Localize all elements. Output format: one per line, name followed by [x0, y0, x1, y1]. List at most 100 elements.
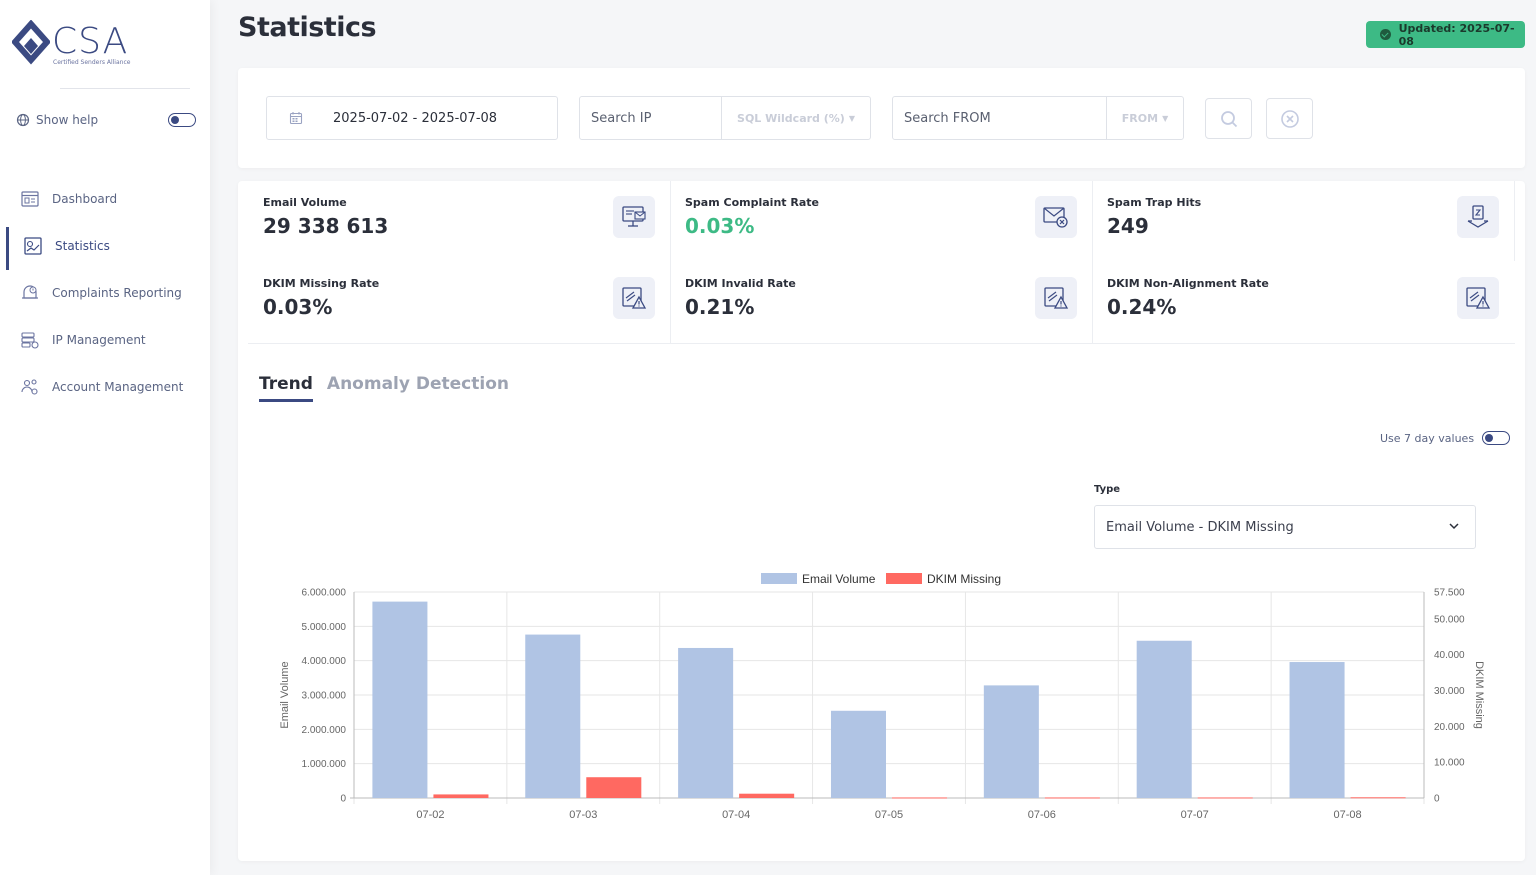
show-help-row: Show help: [16, 110, 196, 130]
sidebar-item-account-management[interactable]: Account Management: [0, 363, 210, 410]
y2-axis-label: DKIM Missing: [1473, 661, 1485, 729]
close-circle-icon: [1280, 109, 1299, 128]
statistics-icon: [24, 236, 42, 255]
y2-tick-label: 40.000: [1434, 650, 1465, 661]
caret-down-icon: ▼: [848, 113, 855, 123]
metric-label: DKIM Missing Rate: [263, 277, 380, 290]
show-help-label: Show help: [36, 113, 99, 127]
metric-label: Spam Trap Hits: [1107, 196, 1202, 209]
x-tick-label: 07-04: [722, 809, 750, 821]
bar-email-volume: [678, 647, 734, 798]
y2-tick-label: 0: [1434, 794, 1440, 805]
metric-divider: [670, 181, 671, 343]
date-range-value: 2025-07-02 - 2025-07-08: [333, 110, 498, 126]
metric-dkim-missing-rate: DKIM Missing Rate 0.03%: [238, 262, 660, 342]
y-tick-label: 6.000.000: [302, 588, 347, 599]
metric-value: 0.24%: [1107, 295, 1177, 319]
bar-email-volume: [525, 634, 581, 798]
bar-dkim-missing: [586, 777, 642, 798]
date-range-picker[interactable]: 2025-07-02 - 2025-07-08: [266, 96, 558, 140]
csa-logo[interactable]: CSA Certified Senders Alliance: [12, 20, 192, 72]
metric-label: Spam Complaint Rate: [685, 196, 819, 209]
dkim-warning-icon: [1457, 277, 1499, 319]
main-card: Email Volume 29 338 613 Spam Complaint R…: [238, 181, 1525, 861]
x-tick-label: 07-07: [1181, 809, 1209, 821]
sidebar-item-ip-management[interactable]: IP Management: [0, 316, 210, 363]
x-tick-label: 07-03: [569, 809, 597, 821]
tab-anomaly-detection[interactable]: Anomaly Detection: [326, 374, 509, 394]
sidebar-item-label: Dashboard: [52, 191, 118, 206]
x-tick-label: 07-05: [875, 809, 903, 821]
from-search-input[interactable]: Search FROM: [893, 97, 1107, 139]
sidebar-nav: Dashboard Statistics Complaints Reportin…: [0, 175, 210, 410]
sidebar-item-dashboard[interactable]: Dashboard: [0, 175, 210, 222]
metric-label: Email Volume: [263, 196, 347, 209]
ip-mode-dropdown[interactable]: SQL Wildcard (%) ▼: [722, 97, 870, 139]
y-tick-label: 0: [340, 794, 346, 805]
y-tick-label: 4.000.000: [302, 656, 347, 667]
ip-search-group: Search IP SQL Wildcard (%) ▼: [579, 96, 871, 140]
metric-value: 0.21%: [685, 295, 755, 319]
sidebar-item-label: Statistics: [55, 238, 110, 253]
metric-value: 0.03%: [685, 214, 755, 238]
ip-management-icon: [21, 331, 39, 349]
filter-card: 2025-07-02 - 2025-07-08 Search IP SQL Wi…: [238, 68, 1525, 168]
clear-button[interactable]: [1266, 98, 1313, 139]
bar-dkim-missing: [433, 794, 489, 798]
legend-label-email-volume: Email Volume: [802, 572, 876, 586]
chevron-down-icon: [1449, 523, 1459, 530]
sidebar-item-statistics[interactable]: Statistics: [0, 222, 210, 270]
sidebar: CSA Certified Senders Alliance Show help…: [0, 0, 210, 875]
metric-spam-trap-hits: Spam Trap Hits 249: [1082, 181, 1504, 261]
type-select[interactable]: Email Volume - DKIM Missing: [1094, 505, 1476, 549]
logo-text: CSA: [52, 21, 129, 62]
email-monitor-icon: [613, 196, 655, 238]
updated-text: Updated: 2025-07-08: [1398, 21, 1515, 48]
dkim-warning-icon: [613, 277, 655, 319]
y2-tick-label: 10.000: [1434, 758, 1465, 769]
check-circle-icon: [1380, 29, 1391, 40]
account-management-icon: [21, 378, 38, 395]
search-icon: [1220, 110, 1237, 127]
bar-dkim-missing: [1197, 797, 1253, 799]
bar-email-volume: [372, 601, 428, 798]
trend-chart-svg: 0 1.000.000 2.000.000 3.000.000 4.000.000 5.0…: [279, 572, 1485, 821]
y-tick-label: 1.000.000: [302, 759, 347, 770]
seven-day-toggle[interactable]: [1482, 431, 1511, 445]
show-help-toggle[interactable]: [168, 113, 196, 127]
metric-divider: [1092, 181, 1093, 343]
from-mode-dropdown[interactable]: FROM ▼: [1107, 97, 1183, 139]
legend-swatch-dkim-missing: [886, 573, 922, 584]
bar-dkim-missing: [1044, 797, 1100, 799]
y2-tick-label: 30.000: [1434, 686, 1465, 697]
metric-spam-complaint-rate: Spam Complaint Rate 0.03%: [660, 181, 1082, 261]
complaints-icon: [22, 284, 38, 299]
y2-tick-label: 20.000: [1434, 722, 1465, 733]
caret-down-icon: ▼: [1162, 113, 1169, 123]
metric-label: DKIM Invalid Rate: [685, 277, 796, 290]
metric-value: 249: [1107, 214, 1149, 238]
search-button[interactable]: [1205, 98, 1252, 139]
x-tick-label: 07-02: [416, 809, 444, 821]
metric-value: 0.03%: [263, 295, 333, 319]
seven-day-toggle-row: Use 7 day values: [1380, 431, 1511, 445]
bar-email-volume: [1289, 662, 1345, 798]
metric-value: 29 338 613: [263, 214, 389, 238]
ip-search-input[interactable]: Search IP: [580, 97, 722, 139]
logo-subtitle: Certified Senders Alliance: [53, 59, 131, 66]
metric-divider: [1514, 181, 1515, 261]
from-search-group: Search FROM FROM ▼: [892, 96, 1184, 140]
metric-dkim-invalid-rate: DKIM Invalid Rate 0.21%: [660, 262, 1082, 342]
bar-dkim-missing: [739, 793, 795, 798]
metric-email-volume: Email Volume 29 338 613: [238, 181, 660, 261]
trap-icon: [1457, 196, 1499, 238]
dkim-warning-icon: [1035, 277, 1077, 319]
sidebar-item-complaints-reporting[interactable]: Complaints Reporting: [0, 269, 210, 316]
ip-mode-label: SQL Wildcard (%): [737, 111, 845, 125]
bar-email-volume: [983, 685, 1039, 798]
x-tick-label: 07-06: [1028, 809, 1056, 821]
x-tick-label: 07-08: [1334, 809, 1362, 821]
bar-dkim-missing: [892, 797, 948, 799]
y-tick-label: 5.000.000: [302, 622, 347, 633]
tab-trend[interactable]: Trend: [259, 374, 313, 402]
